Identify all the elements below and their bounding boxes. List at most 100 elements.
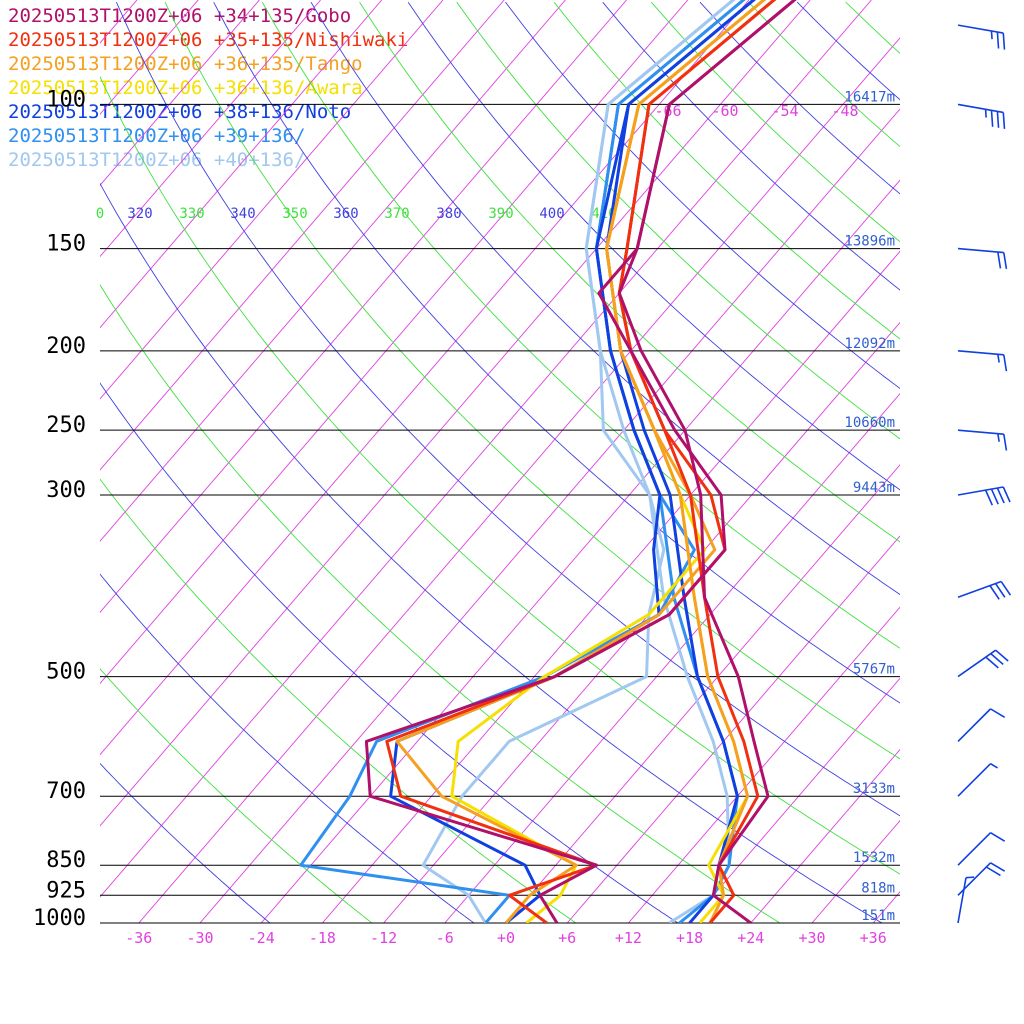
wind-barb [957,103,1006,129]
dry-adiabat-line [602,1,900,291]
legend-entry: 20250513T1200Z+06 +34+135/Gobo [8,5,352,27]
height-label: 13896m [844,234,895,250]
temperature-tick-label: +0 [497,929,515,947]
moist-adiabat-line [100,668,373,923]
moist-adiabat-line [456,1,900,440]
upper-isotherm-label: -60 [711,102,738,120]
dewpoint-profile [364,0,797,923]
temperature-tick-label: +24 [737,929,764,947]
wind-barb [957,350,1008,372]
upper-isotherm-label: -54 [771,102,798,120]
wind-barb [957,24,1006,50]
isotherm-line [689,677,900,923]
theta-label: 370 [384,206,409,222]
isotherm-line [566,535,900,923]
dry-adiabat-line [213,1,900,704]
temperature-tick-label: -36 [125,929,152,947]
temperature-tick-label: -24 [248,929,275,947]
height-label: 5767m [853,662,895,678]
isotherm-line [100,0,627,613]
isotherm-line [100,0,260,187]
theta-label: 350 [282,206,307,222]
height-label: 10660m [844,415,895,431]
pressure-tick-label: 100 [46,87,86,112]
height-label: 818m [861,880,895,896]
pressure-tick-label: 500 [46,660,86,685]
temperature-tick-label: +6 [558,929,576,947]
isotherm-line [100,0,566,542]
theta-label: 330 [179,206,204,222]
isotherm-line [100,0,321,258]
temperature-tick-label: +12 [615,929,642,947]
theta-label: 320 [127,206,152,222]
legend-entry: 20250513T1200Z+06 +39+136/ [8,125,306,147]
plot-area [100,0,1024,923]
height-label: 9443m [853,480,895,496]
dry-adiabat-line [407,1,900,491]
isotherm-line [138,37,900,923]
isotherm-line [199,108,900,923]
pressure-tick-label: 200 [46,334,86,359]
dry-adiabat-line [100,382,679,923]
moist-adiabat-line [261,1,900,649]
wind-barb [957,832,1006,866]
isotherm-line [100,0,689,685]
moist-adiabat-line [845,1,900,55]
dry-adiabat-line [796,1,900,101]
theta-label: 390 [488,206,513,222]
temperature-tick-label: +36 [860,929,887,947]
isotherm-line [100,0,505,471]
pressure-tick-label: 850 [46,848,86,873]
height-label: 12092m [844,336,895,352]
isotherm-line [750,748,900,923]
dry-adiabat-line [100,762,271,923]
isotherm-line [934,0,1024,923]
temperature-tick-label: -12 [370,929,397,947]
pressure-tick-label: 1000 [33,906,86,931]
dewpoint-profile [450,0,767,923]
isotherm-line [100,0,444,400]
temperature-tick-label: -18 [309,929,336,947]
isotherm-line [811,819,900,923]
dry-adiabat-line [100,182,883,923]
moist-adiabat-line [748,1,900,148]
theta-label: 400 [539,206,564,222]
isotherm-line [872,891,900,923]
height-label: 1532m [853,850,895,866]
isotherm-line [383,321,900,923]
temperature-tick-label: -30 [186,929,213,947]
moist-adiabat-line [553,1,900,340]
temperature-tick-label: -6 [436,929,454,947]
dry-adiabat-line [115,2,900,817]
profiles [299,0,797,923]
pressure-tick-label: 300 [46,478,86,503]
isotherm-line [505,464,900,923]
wind-barb [957,762,999,797]
moist-adiabat-line [164,2,900,760]
moist-adiabat-line [100,478,577,923]
dry-adiabat-line [310,1,900,596]
isotherm-line [444,393,900,923]
legend-entry: 20250513T1200Z+06 +38+136/Noto [8,101,352,123]
wind-barb [957,429,1008,451]
pressure-tick-label: 700 [46,779,86,804]
isotherm-line [996,0,1024,923]
height-label: 16417m [844,89,895,105]
height-label: 3133m [853,781,895,797]
wind-barb [957,649,1009,678]
temperature-tick-label: +18 [676,929,703,947]
temperature-profile [617,0,797,923]
upper-isotherm-label: -48 [831,102,858,120]
pressure-tick-label: 925 [46,878,86,903]
theta-label: 0 [96,206,104,222]
wind-barb [957,876,975,924]
wind-barb [957,486,1011,506]
isotherm-line [100,0,872,898]
theta-label: 380 [436,206,461,222]
moist-adiabat-line [100,284,781,923]
moist-adiabat-line [650,1,900,243]
height-label: 151m [861,908,895,924]
dewpoint-profile [389,0,756,923]
legend-entry: 20250513T1200Z+06 +40+136/ [8,149,306,171]
